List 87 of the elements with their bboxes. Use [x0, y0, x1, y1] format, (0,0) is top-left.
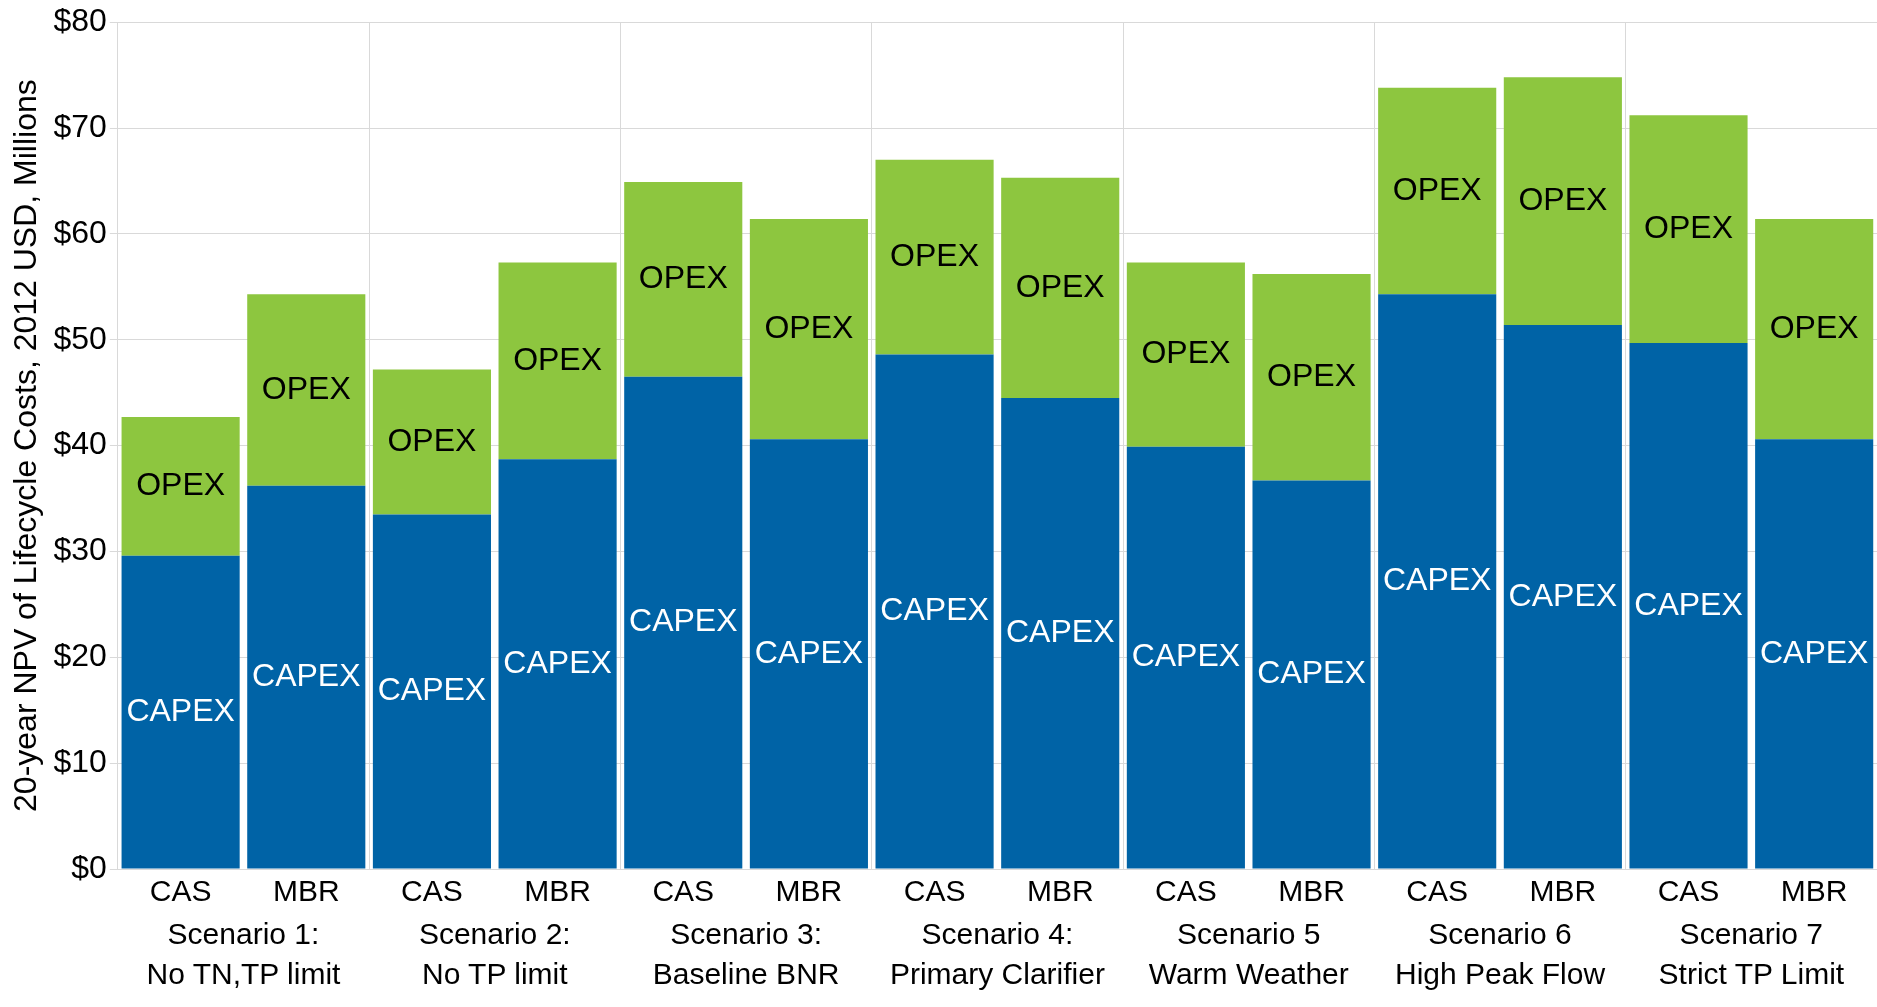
text: CAPEX [1634, 585, 1743, 622]
text: CAPEX [377, 671, 487, 708]
x-tick-label: CAS [1406, 874, 1469, 908]
x-tick-label: CAS [1657, 874, 1720, 908]
text: Scenario 6 High Peak Flow [1394, 917, 1606, 991]
bar [749, 219, 868, 440]
x-tick-label: CAS [401, 874, 463, 908]
text: CAPEX [1005, 613, 1115, 650]
text: OPEX [1644, 208, 1733, 245]
text: OPEX [1392, 170, 1482, 207]
text: CAPEX [1508, 576, 1618, 613]
bar [247, 485, 366, 869]
y-tick-label: $70 [53, 107, 107, 144]
x-tick-label: MBR [272, 874, 340, 908]
text: CAPEX [1257, 654, 1366, 691]
text: CAPEX [629, 602, 738, 639]
bar [121, 555, 240, 869]
bar [875, 354, 994, 869]
text: OPEX [136, 466, 226, 503]
series-label: OPEX [1015, 267, 1105, 304]
y-tick-label: $40 [53, 425, 107, 462]
text: OPEX [261, 369, 351, 406]
bar [372, 369, 491, 515]
text: Scenario 4: Primary Clarifier [889, 917, 1105, 991]
y-tick-label: $0 [71, 848, 107, 885]
text: CAPEX [1759, 633, 1869, 670]
bar [1001, 397, 1120, 869]
y-axis-title: 20-year NPV of Lifecycle Costs, 2012 USD, Millions [7, 79, 44, 812]
x-tick-label: MBR [524, 874, 591, 908]
x-tick-label: CAS [652, 874, 715, 908]
bar [1126, 262, 1245, 447]
text: OPEX [890, 237, 980, 274]
x-tick-label: CAS [149, 874, 212, 908]
y-tick-label: $20 [53, 637, 107, 674]
text: CAPEX [1131, 637, 1241, 674]
text: CAPEX [252, 656, 361, 693]
text: Scenario 1: No TN,TP limit [146, 917, 342, 991]
text: Scenario 7 Strict TP Limit [1658, 917, 1845, 991]
text: OPEX [1518, 180, 1608, 217]
text: CAPEX [1382, 561, 1492, 598]
bar [749, 439, 868, 869]
bar [1503, 324, 1622, 869]
text: OPEX [638, 259, 728, 296]
bar [624, 182, 743, 377]
text: OPEX [1769, 308, 1859, 345]
bar [498, 262, 617, 460]
bar [875, 159, 994, 355]
text: OPEX [387, 421, 477, 458]
bar [498, 459, 617, 869]
text: Scenario 3: Baseline BNR [652, 917, 840, 991]
text: OPEX [1141, 334, 1231, 371]
bar [1755, 439, 1874, 869]
bar [1629, 115, 1748, 343]
bar [1126, 446, 1245, 869]
bar [1252, 274, 1371, 481]
text: Scenario 2: No TP limit [418, 917, 571, 991]
text: CAPEX [754, 633, 864, 670]
bar [1755, 219, 1874, 440]
text: OPEX [764, 308, 854, 345]
y-tick-label: $30 [53, 531, 107, 568]
text: OPEX [513, 340, 603, 377]
y-tick-label: $10 [53, 742, 107, 779]
text: Scenario 5 Warm Weather [1148, 917, 1349, 991]
bar [1001, 177, 1120, 398]
bar [121, 417, 240, 556]
text: OPEX [1267, 357, 1356, 394]
y-tick-label: $60 [53, 213, 107, 250]
x-tick-label: CAS [903, 874, 966, 908]
x-tick-label: MBR [1780, 874, 1848, 908]
x-tick-label: MBR [1278, 874, 1345, 908]
bar [1252, 480, 1371, 869]
series-label: CAPEX [503, 643, 612, 680]
x-tick-label: MBR [1529, 874, 1597, 908]
y-tick-label: $50 [53, 319, 107, 356]
bar [1378, 87, 1497, 295]
text: CAPEX [126, 691, 235, 728]
x-tick-label: CAS [1155, 874, 1217, 908]
y-tick-label: $80 [53, 2, 107, 39]
text: CAPEX [880, 591, 989, 628]
bar [1378, 294, 1497, 869]
x-tick-label: MBR [1026, 874, 1094, 908]
bar [247, 294, 366, 486]
bar [1503, 77, 1622, 325]
bar [624, 376, 743, 869]
bar [372, 514, 491, 869]
x-tick-label: MBR [775, 874, 843, 908]
bar [1629, 342, 1748, 869]
